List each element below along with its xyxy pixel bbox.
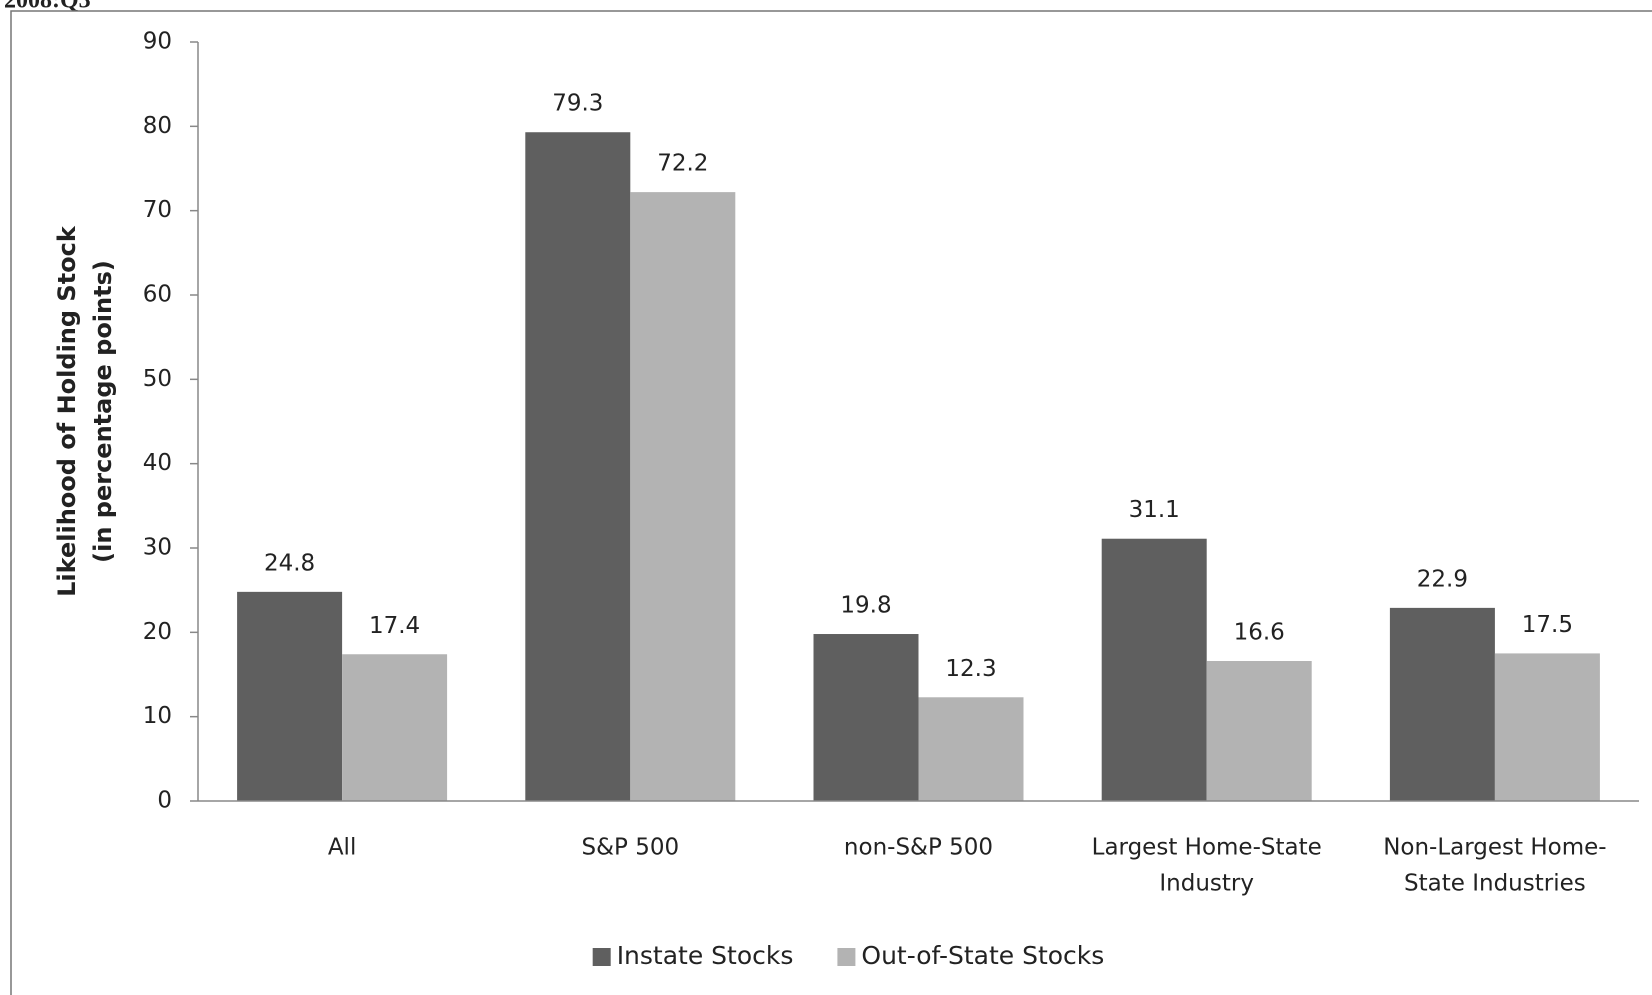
y-tick-label: 80 xyxy=(143,113,172,139)
legend-swatch xyxy=(592,948,611,966)
y-tick-label: 30 xyxy=(143,535,172,561)
x-tick-label: Largest Home-State xyxy=(1092,835,1322,861)
y-tick-label: 90 xyxy=(143,29,172,55)
data-label: 79.3 xyxy=(552,91,603,117)
bar xyxy=(1206,661,1312,801)
y-tick-label: 50 xyxy=(143,366,172,392)
x-tick-label: All xyxy=(328,835,357,861)
y-axis-label: Likelihood of Holding Stock xyxy=(53,225,81,597)
bar xyxy=(918,697,1024,801)
bar xyxy=(630,192,736,801)
y-tick-label: 60 xyxy=(143,282,172,308)
data-label: 17.5 xyxy=(1522,612,1573,638)
x-tick-label: Industry xyxy=(1159,871,1254,897)
y-axis-label: (in percentage points) xyxy=(89,260,117,563)
note: 2008:Q3 xyxy=(4,0,91,14)
legend-item: Out-of-State Stocks xyxy=(837,941,1104,970)
data-label: 16.6 xyxy=(1234,620,1285,646)
y-tick-label: 10 xyxy=(143,703,172,729)
legend-item: Instate Stocks xyxy=(592,941,794,970)
frame xyxy=(10,10,1652,995)
y-tick-label: 40 xyxy=(143,450,172,476)
data-label: 19.8 xyxy=(840,593,891,619)
y-tick-label: 0 xyxy=(157,788,172,814)
data-label: 12.3 xyxy=(945,656,996,682)
x-tick-label: non-S&P 500 xyxy=(844,835,993,861)
data-label: 31.1 xyxy=(1129,497,1180,523)
bar xyxy=(1389,607,1495,801)
bar xyxy=(1494,653,1600,801)
bar xyxy=(1101,538,1207,801)
data-label: 22.9 xyxy=(1417,566,1468,592)
data-label: 72.2 xyxy=(657,151,708,177)
y-tick-label: 20 xyxy=(143,619,172,645)
legend-label: Out-of-State Stocks xyxy=(861,941,1104,970)
x-tick-label: Non-Largest Home- xyxy=(1383,835,1606,861)
data-label: 24.8 xyxy=(264,550,315,576)
bar xyxy=(237,591,343,801)
legend-swatch xyxy=(837,948,856,966)
bar xyxy=(342,654,448,801)
legend-label: Instate Stocks xyxy=(617,941,794,970)
x-tick-label: State Industries xyxy=(1404,871,1586,897)
bar xyxy=(813,634,919,801)
data-label: 17.4 xyxy=(369,613,420,639)
y-tick-label: 70 xyxy=(143,197,172,223)
x-tick-label: S&P 500 xyxy=(581,835,679,861)
bar xyxy=(525,132,631,801)
